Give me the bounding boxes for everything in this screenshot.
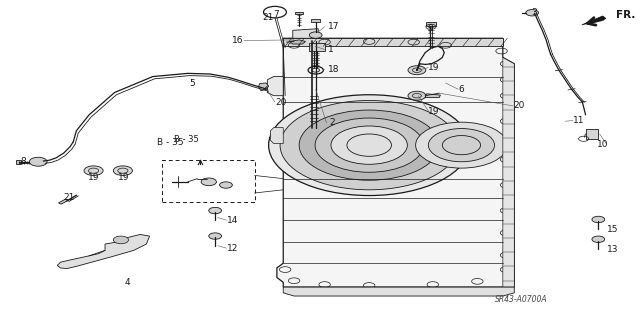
Polygon shape [290, 40, 305, 44]
Text: 11: 11 [573, 116, 584, 125]
Text: 9: 9 [428, 24, 433, 33]
Polygon shape [284, 38, 503, 46]
Circle shape [209, 233, 221, 239]
Text: 8: 8 [20, 157, 26, 166]
Polygon shape [271, 128, 284, 144]
Text: 13: 13 [607, 245, 618, 254]
Circle shape [269, 95, 470, 196]
Text: 19: 19 [428, 63, 440, 72]
Text: 7: 7 [274, 10, 280, 19]
Circle shape [29, 157, 47, 166]
Text: 21: 21 [262, 13, 274, 22]
Text: 1: 1 [328, 45, 333, 54]
Text: SR43-A0700A: SR43-A0700A [495, 295, 548, 304]
Text: 14: 14 [227, 216, 238, 225]
Text: 18: 18 [328, 65, 339, 74]
Polygon shape [295, 12, 303, 14]
Polygon shape [586, 129, 598, 139]
Text: 4: 4 [125, 278, 130, 287]
Text: 20: 20 [275, 98, 286, 107]
Circle shape [331, 126, 407, 164]
Circle shape [209, 207, 221, 214]
Circle shape [408, 91, 426, 100]
Polygon shape [308, 43, 324, 51]
Polygon shape [582, 16, 606, 25]
Text: 12: 12 [227, 244, 238, 253]
Text: 10: 10 [597, 140, 609, 149]
Polygon shape [58, 234, 150, 269]
Circle shape [280, 100, 458, 190]
Circle shape [220, 182, 232, 188]
Circle shape [408, 66, 426, 75]
Polygon shape [284, 287, 515, 296]
Text: 19: 19 [118, 173, 129, 182]
Text: 20: 20 [513, 101, 524, 110]
Text: 16: 16 [232, 36, 244, 45]
Circle shape [113, 166, 132, 175]
Polygon shape [503, 57, 515, 287]
Text: 17: 17 [328, 22, 339, 31]
Circle shape [113, 236, 129, 244]
Text: FR.: FR. [616, 10, 636, 20]
Circle shape [592, 236, 605, 242]
Polygon shape [425, 94, 440, 98]
Text: B - 35: B - 35 [174, 135, 199, 144]
Circle shape [592, 216, 605, 223]
Circle shape [309, 32, 322, 38]
Polygon shape [58, 199, 68, 204]
Text: 15: 15 [607, 225, 618, 234]
Polygon shape [426, 22, 436, 26]
Bar [163, 160, 255, 202]
Text: B - 35: B - 35 [157, 138, 184, 147]
Text: 19: 19 [428, 107, 440, 115]
Polygon shape [311, 19, 320, 22]
Circle shape [415, 122, 508, 168]
Polygon shape [277, 38, 515, 287]
Polygon shape [16, 160, 21, 164]
Polygon shape [259, 83, 269, 91]
Circle shape [201, 178, 216, 186]
Text: 21: 21 [63, 193, 74, 202]
Text: 19: 19 [88, 173, 100, 182]
Circle shape [428, 129, 495, 162]
Text: 5: 5 [189, 79, 195, 88]
Polygon shape [292, 29, 318, 38]
Text: 2: 2 [330, 118, 335, 127]
Text: 6: 6 [458, 85, 464, 94]
Circle shape [315, 118, 423, 172]
Circle shape [84, 166, 103, 175]
Circle shape [299, 110, 439, 180]
Text: 3: 3 [531, 8, 537, 17]
Polygon shape [268, 77, 284, 96]
Circle shape [525, 10, 538, 16]
